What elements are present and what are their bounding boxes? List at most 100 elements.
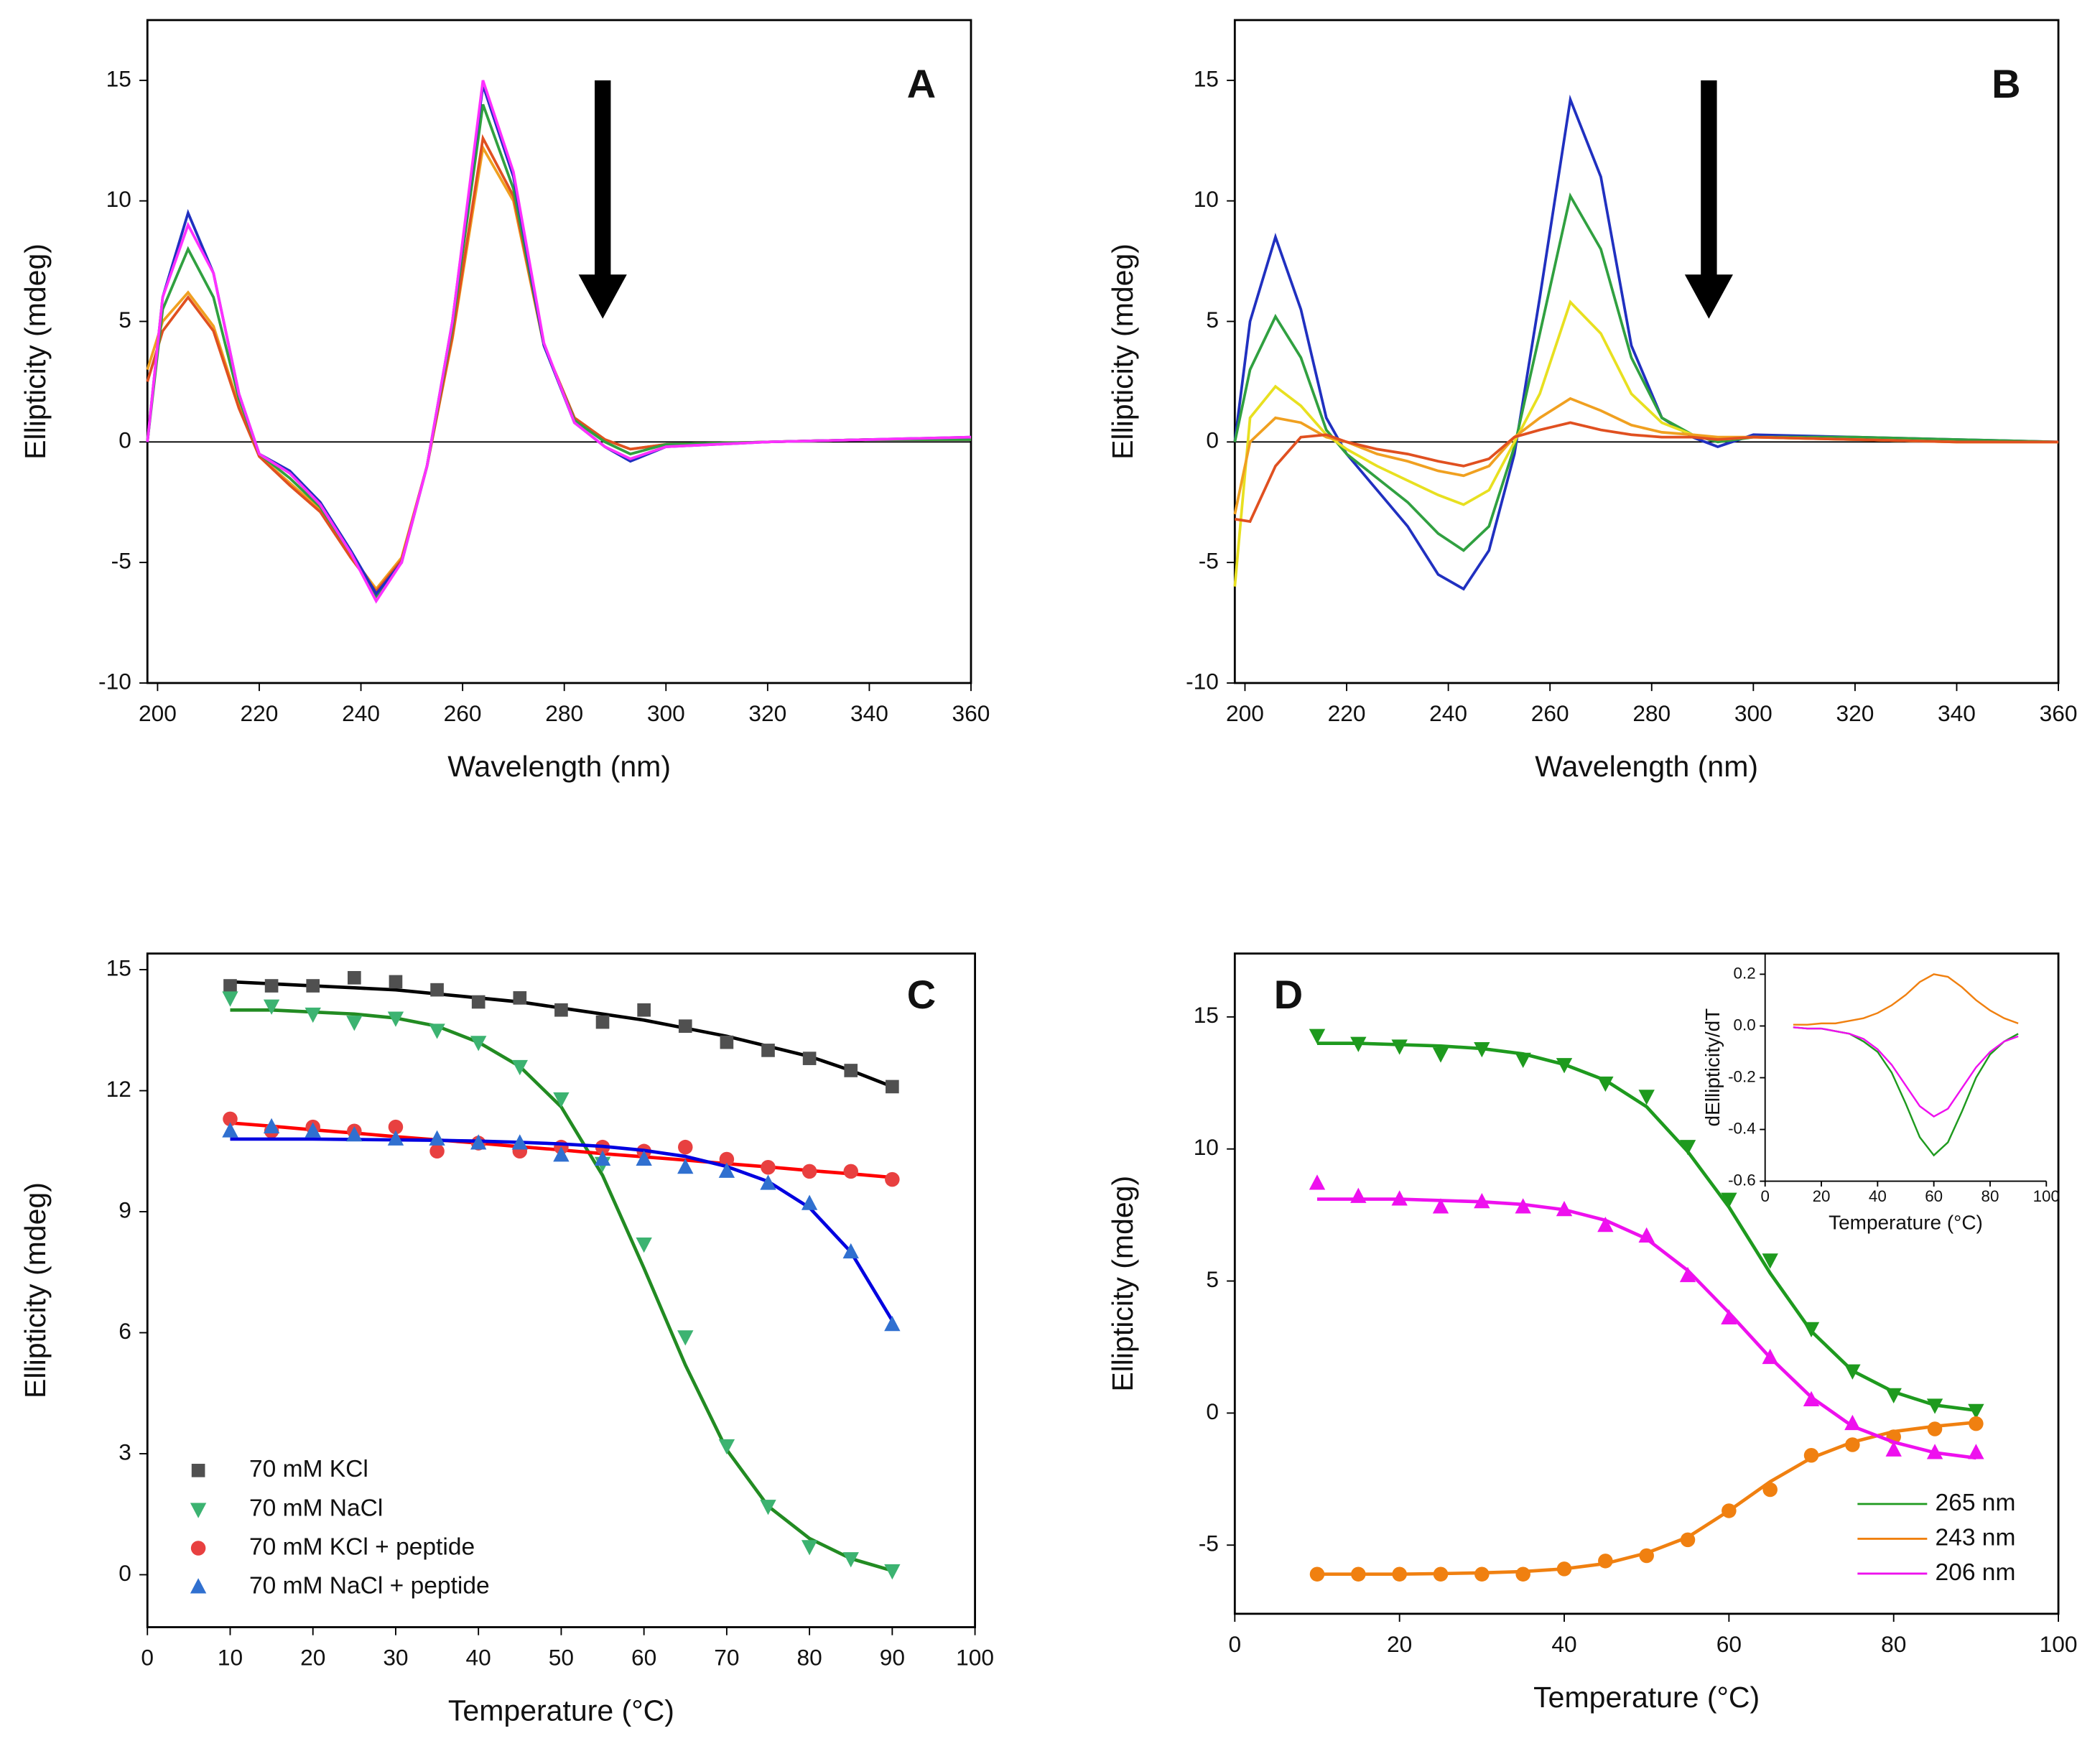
- marker: [761, 1160, 776, 1175]
- y-tick-label: -10: [1186, 668, 1219, 694]
- marker: [1432, 1047, 1449, 1063]
- series-line: [1793, 1026, 2019, 1157]
- y-tick-label: -0.2: [1728, 1067, 1756, 1085]
- marker: [553, 1092, 570, 1108]
- y-tick-label: 0: [1206, 427, 1219, 453]
- y-tick-label: 15: [1194, 65, 1219, 91]
- marker: [1969, 1416, 1984, 1431]
- x-tick-label: 260: [1531, 700, 1569, 726]
- series-line: [1793, 1026, 2019, 1118]
- marker: [636, 1238, 652, 1253]
- legend-marker: [191, 1464, 205, 1477]
- y-tick-label: 10: [1194, 1134, 1219, 1160]
- panel-label: C: [907, 972, 936, 1017]
- marker: [802, 1051, 817, 1065]
- legend-marker: [190, 1578, 207, 1594]
- y-tick-label: 5: [119, 307, 131, 333]
- marker: [1885, 1441, 1902, 1457]
- marker: [470, 1134, 487, 1150]
- x-tick-label: 40: [1869, 1187, 1887, 1205]
- x-tick-label: 220: [241, 700, 279, 726]
- series-line: [1233, 192, 2059, 552]
- marker: [429, 1143, 445, 1159]
- x-tick-label: 280: [1632, 700, 1671, 726]
- marker: [1885, 1388, 1902, 1403]
- marker: [842, 1243, 859, 1259]
- marker: [1968, 1444, 1984, 1459]
- chart-panel: 200 220 240 260 280 300 320 340 360 -10 -5 0 5 10 15 Wa…: [1106, 19, 2078, 783]
- marker: [760, 1174, 776, 1190]
- marker: [1679, 1266, 1696, 1283]
- marker: [678, 1139, 693, 1155]
- y-tick-label: 5: [1206, 1266, 1219, 1292]
- series-line: [146, 80, 972, 604]
- marker: [1309, 1174, 1326, 1190]
- x-tick-label: 40: [466, 1645, 491, 1671]
- y-axis-label: Ellipticity (mdeg): [1106, 1176, 1139, 1392]
- marker: [222, 1122, 238, 1138]
- marker: [761, 1044, 775, 1057]
- marker: [1926, 1398, 1943, 1414]
- marker: [677, 1158, 694, 1174]
- marker: [595, 1015, 610, 1029]
- panel-label: B: [1992, 61, 2020, 106]
- y-tick-label: -5: [1199, 548, 1219, 574]
- series-line: [146, 144, 971, 592]
- marker: [844, 1064, 858, 1077]
- marker: [511, 1134, 528, 1150]
- x-tick-label: 80: [1881, 1631, 1906, 1657]
- legend-label: 243 nm: [1936, 1524, 2016, 1551]
- marker: [305, 1122, 321, 1138]
- marker: [1762, 1253, 1778, 1269]
- marker: [1679, 1140, 1696, 1156]
- y-tick-label: 10: [1194, 186, 1219, 212]
- marker: [1309, 1566, 1325, 1582]
- x-tick-label: 20: [1813, 1187, 1831, 1205]
- marker: [760, 1500, 776, 1515]
- y-tick-label: 10: [106, 186, 131, 212]
- x-tick-label: 200: [1226, 700, 1264, 726]
- x-tick-label: 0: [1229, 1631, 1242, 1657]
- y-tick-label: 0: [119, 1560, 131, 1586]
- marker: [1844, 1414, 1861, 1431]
- marker: [554, 1003, 568, 1017]
- marker: [1968, 1403, 1984, 1420]
- marker: [1556, 1200, 1573, 1217]
- y-tick-label: 12: [106, 1076, 131, 1102]
- marker: [637, 1003, 651, 1017]
- marker: [1680, 1532, 1696, 1548]
- y-tick-label: 15: [1194, 1002, 1219, 1028]
- x-tick-label: 360: [2040, 700, 2078, 726]
- marker: [1762, 1482, 1778, 1498]
- marker: [720, 1035, 734, 1049]
- marker: [1926, 1444, 1943, 1459]
- marker: [470, 1036, 487, 1051]
- marker: [430, 983, 444, 997]
- x-tick-label: 0: [141, 1645, 154, 1671]
- y-axis-label: Ellipticity (mdeg): [19, 243, 52, 460]
- x-tick-label: 80: [1981, 1187, 1999, 1205]
- x-tick-label: 40: [1551, 1631, 1576, 1657]
- arrow-a: [578, 80, 627, 319]
- y-tick-label: 0: [1206, 1398, 1219, 1424]
- marker: [263, 999, 280, 1015]
- marker: [801, 1194, 818, 1210]
- marker: [1515, 1052, 1531, 1068]
- chart-panel: 0 10 20 30 40 50 60 70 80 90 100 0 3 6 9 12 15 Temperatur…: [19, 952, 994, 1727]
- legend-label: 70 mM KCl: [249, 1456, 368, 1482]
- marker: [1350, 1036, 1367, 1052]
- y-axis-label: Ellipticity (mdeg): [1106, 243, 1139, 460]
- marker: [1638, 1090, 1655, 1105]
- marker: [1474, 1192, 1490, 1209]
- marker: [1556, 1058, 1573, 1074]
- marker: [1391, 1190, 1408, 1206]
- panel-label: D: [1274, 972, 1303, 1017]
- marker: [223, 979, 237, 993]
- marker: [346, 1126, 363, 1142]
- y-tick-label: 0: [119, 427, 131, 453]
- x-tick-label: 240: [342, 700, 380, 726]
- marker: [1845, 1437, 1860, 1452]
- marker: [306, 979, 320, 993]
- plot-frame: [146, 19, 972, 684]
- marker: [1762, 1348, 1778, 1365]
